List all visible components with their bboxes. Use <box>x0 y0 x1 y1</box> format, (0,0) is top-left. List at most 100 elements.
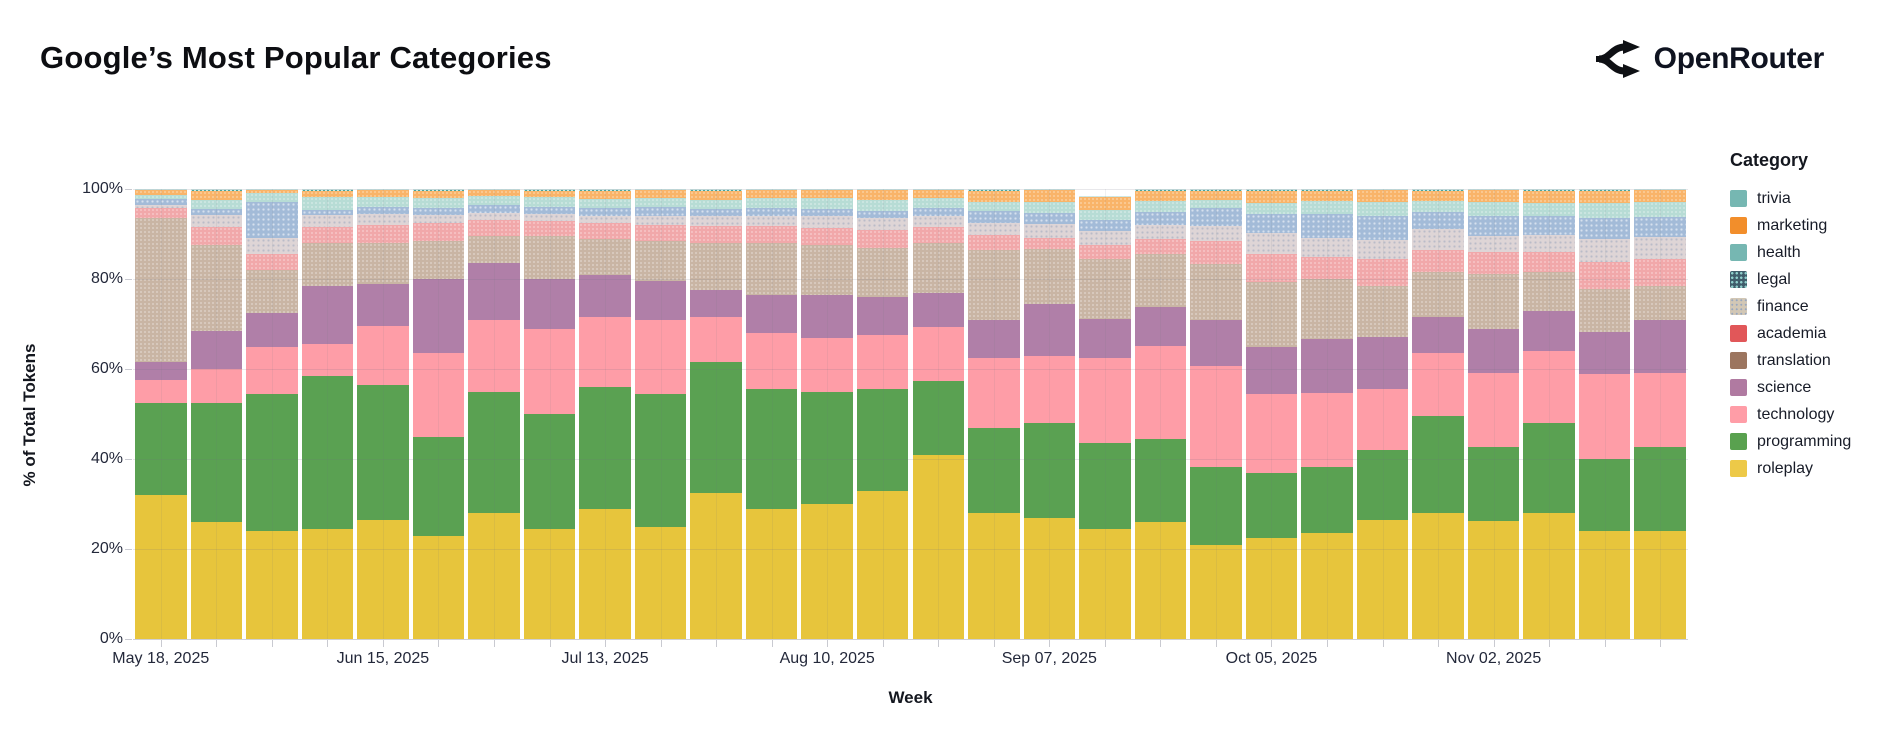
bar-segment-health[interactable] <box>579 199 631 209</box>
bar-segment-science[interactable] <box>968 319 1020 358</box>
bar-segment-science[interactable] <box>634 281 687 320</box>
bar-segment-roleplay[interactable] <box>856 490 909 639</box>
bar-segment-marketing[interactable] <box>1079 197 1131 210</box>
bar-segment-marketing[interactable] <box>1412 190 1464 202</box>
bar-segment-translation[interactable] <box>1023 249 1076 305</box>
bar-segment-trivia[interactable] <box>523 189 576 191</box>
bar-segment-marketing[interactable] <box>1190 191 1242 200</box>
bar-segment-health[interactable] <box>1190 199 1242 208</box>
bar-segment-trivia[interactable] <box>801 189 853 191</box>
bar-segment-marketing[interactable] <box>135 190 187 195</box>
bar-segment-technology[interactable] <box>1301 392 1353 468</box>
bar-segment-academia[interactable] <box>801 228 853 246</box>
bar-segment-academia[interactable] <box>745 225 798 243</box>
bar-segment-programming[interactable] <box>190 402 243 522</box>
bar-segment-academia[interactable] <box>856 229 909 248</box>
bar-segment-programming[interactable] <box>1079 443 1131 529</box>
bar-segment-academia[interactable] <box>1134 239 1187 255</box>
bar-segment-marketing[interactable] <box>1523 190 1575 203</box>
bar-segment-health[interactable] <box>690 200 742 210</box>
bar-segment-science[interactable] <box>1523 310 1575 351</box>
bar-segment-translation[interactable] <box>412 241 465 279</box>
bar-segment-translation[interactable] <box>1134 254 1187 307</box>
bar-segment-health[interactable] <box>190 200 243 209</box>
bar-segment-finance[interactable] <box>1578 239 1631 262</box>
bar-segment-roleplay[interactable] <box>1467 521 1520 639</box>
bar-segment-finance[interactable] <box>1523 235 1575 252</box>
bar-segment-programming[interactable] <box>357 384 409 520</box>
bar-segment-science[interactable] <box>745 294 798 333</box>
bar-segment-translation[interactable] <box>1523 272 1575 311</box>
bar-segment-technology[interactable] <box>1134 345 1187 439</box>
bar-segment-science[interactable] <box>801 294 853 338</box>
bar-segment-finance[interactable] <box>246 237 298 255</box>
bar-segment-technology[interactable] <box>1190 366 1242 468</box>
bar-segment-roleplay[interactable] <box>912 454 965 639</box>
bar-segment-translation[interactable] <box>1245 282 1298 347</box>
bar-segment-legal[interactable] <box>690 209 742 217</box>
bar-segment-legal[interactable] <box>135 199 187 205</box>
bar-segment-trivia[interactable] <box>1190 189 1242 192</box>
bar-segment-science[interactable] <box>412 279 465 354</box>
bar-segment-roleplay[interactable] <box>1079 528 1131 639</box>
bar-segment-roleplay[interactable] <box>1301 533 1353 639</box>
bar-segment-science[interactable] <box>856 297 909 336</box>
bar-segment-translation[interactable] <box>1356 286 1409 338</box>
bar-segment-translation[interactable] <box>690 243 742 291</box>
bar-segment-science[interactable] <box>1190 320 1242 367</box>
bar-segment-translation[interactable] <box>745 243 798 295</box>
bar-segment-legal[interactable] <box>1412 212 1464 230</box>
bar-segment-academia[interactable] <box>1578 261 1631 289</box>
bar-segment-translation[interactable] <box>634 240 687 282</box>
bar-segment-legal[interactable] <box>357 207 409 215</box>
bar-segment-technology[interactable] <box>912 326 965 382</box>
bar-segment-programming[interactable] <box>968 427 1020 513</box>
bar-segment-technology[interactable] <box>634 319 687 394</box>
bar-segment-academia[interactable] <box>634 225 687 241</box>
bar-segment-technology[interactable] <box>301 344 354 376</box>
bar-segment-roleplay[interactable] <box>1523 513 1575 639</box>
bar-segment-roleplay[interactable] <box>468 513 520 639</box>
bar-segment-academia[interactable] <box>1634 258 1686 286</box>
bar-segment-health[interactable] <box>1301 201 1353 215</box>
bar-segment-finance[interactable] <box>690 216 742 226</box>
bar-segment-translation[interactable] <box>1578 288 1631 332</box>
bar-segment-translation[interactable] <box>1301 278 1353 339</box>
bar-segment-finance[interactable] <box>523 213 576 222</box>
bar-segment-science[interactable] <box>1467 328 1520 374</box>
bar-segment-trivia[interactable] <box>1467 189 1520 190</box>
bar-segment-translation[interactable] <box>246 270 298 313</box>
bar-segment-programming[interactable] <box>1356 450 1409 520</box>
bar-segment-technology[interactable] <box>1023 355 1076 423</box>
bar-segment-marketing[interactable] <box>634 190 687 199</box>
bar-segment-health[interactable] <box>246 193 298 202</box>
bar-segment-translation[interactable] <box>968 249 1020 320</box>
bar-segment-finance[interactable] <box>1467 236 1520 253</box>
bar-segment-technology[interactable] <box>190 369 243 403</box>
bar-segment-programming[interactable] <box>1467 447 1520 522</box>
bar-segment-health[interactable] <box>856 199 909 211</box>
bar-segment-trivia[interactable] <box>246 189 298 190</box>
bar-segment-roleplay[interactable] <box>135 495 187 639</box>
bar-segment-trivia[interactable] <box>1634 189 1686 191</box>
bar-segment-translation[interactable] <box>190 245 243 331</box>
bar-segment-legal[interactable] <box>1634 216 1686 238</box>
bar-segment-science[interactable] <box>690 290 742 318</box>
bar-segment-health[interactable] <box>1467 201 1520 216</box>
bar-segment-programming[interactable] <box>246 393 298 531</box>
bar-segment-translation[interactable] <box>135 218 187 363</box>
bar-segment-marketing[interactable] <box>968 191 1020 203</box>
bar-segment-technology[interactable] <box>357 326 409 385</box>
bar-segment-trivia[interactable] <box>690 189 742 192</box>
bar-segment-translation[interactable] <box>468 236 520 264</box>
bar-segment-academia[interactable] <box>1356 259 1409 287</box>
bar-segment-academia[interactable] <box>190 227 243 246</box>
bar-segment-translation[interactable] <box>1190 264 1242 321</box>
bar-segment-technology[interactable] <box>968 357 1020 428</box>
bar-segment-health[interactable] <box>412 198 465 209</box>
bar-segment-legal[interactable] <box>856 210 909 219</box>
bar-segment-technology[interactable] <box>856 335 909 390</box>
bar-segment-finance[interactable] <box>1412 229 1464 251</box>
bar-segment-roleplay[interactable] <box>968 513 1020 639</box>
bar-segment-translation[interactable] <box>301 243 354 286</box>
